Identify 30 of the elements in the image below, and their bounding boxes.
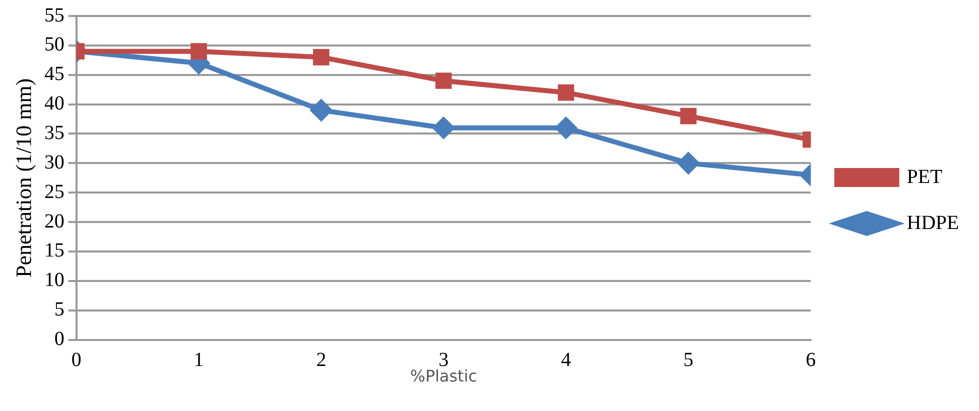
point xyxy=(435,72,452,89)
point xyxy=(680,108,697,124)
point xyxy=(433,117,454,138)
point xyxy=(678,152,699,174)
x-tick-label: 4 xyxy=(560,349,571,372)
y-tick-label: 35 xyxy=(44,122,64,144)
point xyxy=(310,100,332,121)
x-tick-label: 5 xyxy=(683,349,694,372)
y-tick-label: 10 xyxy=(44,269,64,292)
x-tick-label: 0 xyxy=(71,349,82,372)
x-tick-label: 1 xyxy=(194,349,204,372)
point xyxy=(313,49,330,66)
y-tick-label: 0 xyxy=(54,328,64,350)
y-tick-label: 40 xyxy=(44,92,64,115)
y-tick-label: 20 xyxy=(44,210,64,232)
y-tick-label: 25 xyxy=(44,180,64,203)
y-tick-label: 45 xyxy=(44,63,64,86)
y-tick-label: 5 xyxy=(54,298,64,321)
x-tick-label: 2 xyxy=(316,349,326,372)
legend-label: HDPE xyxy=(906,212,960,234)
legend-label: PET xyxy=(906,166,942,188)
y-tick-label: 55 xyxy=(44,4,64,26)
y-tick-label: 30 xyxy=(44,151,64,174)
y-tick-label: 50 xyxy=(44,34,64,56)
point xyxy=(190,43,207,60)
x-tick-label: 6 xyxy=(806,349,816,372)
point xyxy=(558,84,574,101)
point xyxy=(555,117,576,138)
y-tick-label: 15 xyxy=(44,240,64,262)
y-axis-title: Penetration (1/10 mm) xyxy=(10,78,36,278)
